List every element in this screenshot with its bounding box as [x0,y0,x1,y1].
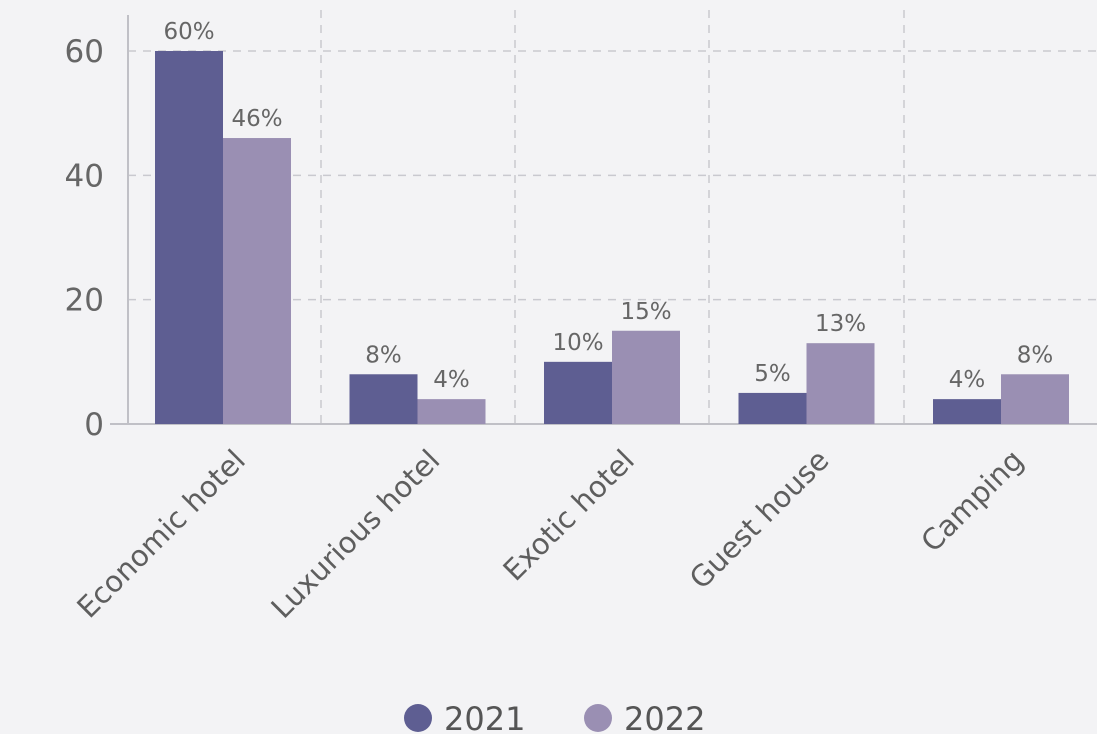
data-label: 15% [620,299,671,325]
y-tick-label: 0 [84,407,104,443]
data-label: 60% [163,19,214,45]
legend-label: 2022 [624,700,705,734]
data-label: 13% [815,311,866,337]
data-label: 8% [365,342,402,368]
legend-label: 2021 [444,700,525,734]
bar-2021-1 [349,374,418,424]
bar-2021-2 [544,361,612,424]
x-category-label: Guest house [683,443,836,596]
data-label: 8% [1017,342,1054,368]
x-category-label: Exotic hotel [496,443,640,587]
bar-2021-3 [738,392,807,424]
bars-layer [155,51,1069,425]
bar-2021-0 [155,51,223,424]
legend-marker [404,704,432,732]
y-tick-label: 60 [65,34,104,70]
bar-2022-0 [223,138,291,425]
bar-2022-3 [806,343,875,424]
data-label: 46% [231,106,282,132]
data-label: 10% [552,330,603,356]
y-tick-label: 40 [65,158,104,194]
x-category-label: Economic hotel [70,443,252,625]
x-category-label: Luxurious hotel [264,443,446,625]
data-label: 5% [754,361,791,387]
data-label: 4% [949,367,986,393]
y-tick-label: 20 [65,283,104,319]
bar-2022-4 [1001,374,1069,424]
bar-2022-2 [612,330,680,424]
data-label: 4% [433,367,470,393]
bar-2021-4 [933,399,1001,424]
legend: 2021 2022 [404,700,705,734]
x-category-label: Camping [914,443,1030,559]
legend-marker [584,704,612,732]
bar-2022-1 [417,399,486,424]
